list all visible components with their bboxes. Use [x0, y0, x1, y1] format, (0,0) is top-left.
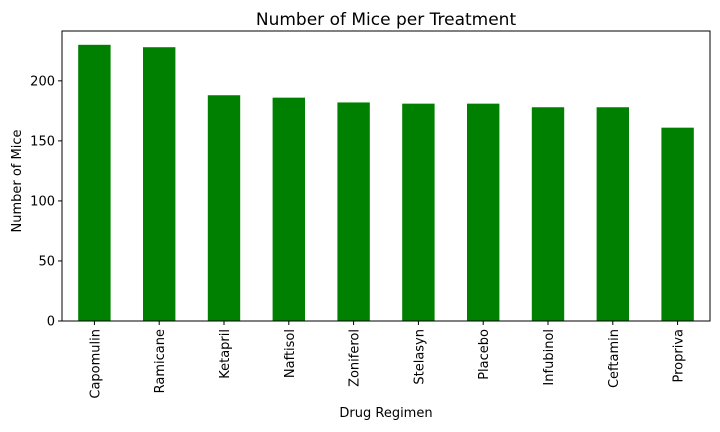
x-tick-label: Capomulin: [88, 329, 103, 399]
y-tick-label: 150: [30, 134, 55, 149]
x-tick-label: Placebo: [477, 329, 492, 380]
x-tick-label: Ceftamin: [607, 329, 622, 388]
x-tick-label: Infubinol: [542, 329, 557, 386]
x-tick-label: Zoniferol: [348, 329, 363, 387]
chart-title: Number of Mice per Treatment: [256, 10, 517, 30]
x-tick-label: Ketapril: [218, 329, 233, 379]
y-tick-label: 50: [38, 254, 55, 269]
x-tick-label: Stelasyn: [412, 329, 427, 385]
bar-stelasyn: [402, 103, 435, 322]
y-tick-label: 100: [30, 194, 55, 209]
y-tick-label: 0: [47, 315, 55, 330]
y-tick-label: 200: [30, 74, 55, 89]
x-axis-label: Drug Regimen: [339, 406, 432, 421]
x-tick-label: Propriva: [672, 329, 687, 383]
x-tick-label: Naftisol: [283, 329, 298, 378]
bar-naftisol: [272, 97, 305, 322]
plot-frame: [61, 30, 711, 322]
bar-propriva: [661, 127, 694, 321]
bar-ceftamin: [596, 107, 629, 321]
y-axis-label: Number of Mice: [10, 130, 25, 233]
plot-area: 0 50 100 150 200 Capomulin Ramicane Ketapril Naf…: [30, 44, 694, 399]
bar-zoniferol: [337, 102, 370, 321]
bar-infubinol: [531, 107, 565, 321]
bar-placebo: [467, 103, 500, 322]
x-tick-label: Ramicane: [153, 329, 168, 393]
bar-ketapril: [207, 95, 241, 322]
bar-capomulin: [78, 44, 111, 322]
bar-ramicane: [143, 47, 176, 322]
